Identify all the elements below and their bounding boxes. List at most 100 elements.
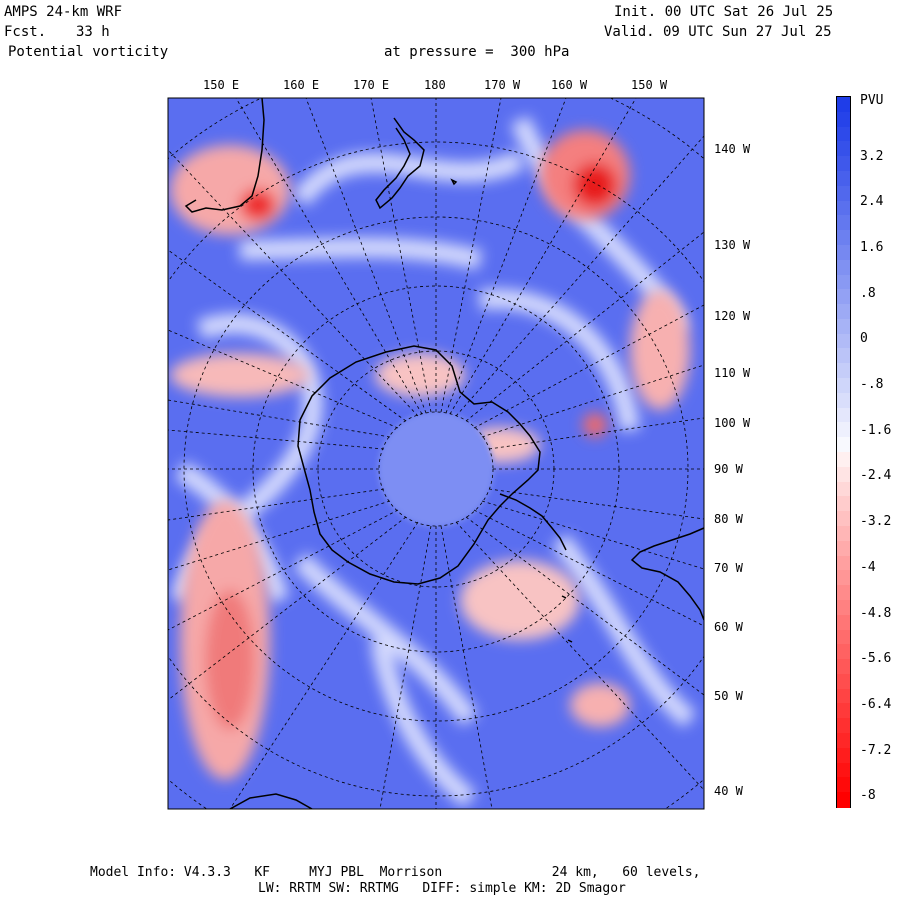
top-tick-label: 160 W — [551, 78, 588, 92]
colorbar-cell — [837, 525, 850, 542]
right-tick-label: 70 W — [714, 561, 743, 575]
right-tick-label: 100 W — [714, 416, 751, 430]
island — [450, 178, 458, 186]
right-tick-label: 110 W — [714, 366, 751, 380]
colorbar-cell — [837, 230, 850, 246]
colorbar-label: -5.6 — [860, 651, 892, 666]
colorbar-label: 1.6 — [860, 240, 884, 255]
colorbar-cell — [837, 718, 850, 734]
colorbar-cell — [837, 777, 850, 793]
colorbar-cell — [837, 540, 850, 557]
right-tick-label: 80 W — [714, 512, 743, 526]
init-time: Init. 00 UTC Sat 26 Jul 25 — [614, 4, 834, 20]
colorbar-label: -6.4 — [860, 697, 892, 712]
top-tick-label: 170 W — [484, 78, 521, 92]
colorbar-cell — [837, 244, 850, 261]
colorbar-label: -3.2 — [860, 514, 892, 529]
colorbar-cell — [837, 200, 850, 216]
forecast-label: Fcst. — [4, 24, 47, 40]
colorbar-cell — [837, 437, 850, 453]
colorbar-cell — [837, 215, 850, 231]
colorbar-cell — [837, 363, 850, 379]
colorbar-label: -1.6 — [860, 423, 892, 438]
colorbar-cell — [837, 688, 850, 705]
colorbar-cell — [837, 481, 850, 497]
colorbar — [836, 96, 851, 808]
colorbar-cell — [837, 747, 850, 764]
colorbar-label: 3.2 — [860, 149, 884, 164]
australia-coast — [184, 98, 265, 213]
island — [567, 639, 573, 643]
right-tick-label: 130 W — [714, 238, 751, 252]
antarctic-peninsula — [499, 493, 567, 551]
colorbar-cell — [837, 378, 850, 394]
colorbar-cell — [837, 259, 850, 276]
colorbar-cell — [837, 156, 850, 172]
colorbar-label: -7.2 — [860, 743, 892, 758]
colorbar-label: 0 — [860, 331, 868, 346]
valid-time: Valid. 09 UTC Sun 27 Jul 25 — [604, 24, 832, 40]
colorbar-cell — [837, 407, 850, 424]
colorbar-cell — [837, 555, 850, 571]
colorbar-label: 2.4 — [860, 194, 884, 209]
top-tick-label: 170 E — [353, 78, 390, 92]
colorbar-cell — [837, 466, 850, 483]
right-tick-label: 120 W — [714, 309, 751, 323]
meridians — [168, 98, 704, 809]
colorbar-cell — [837, 348, 850, 364]
island — [561, 595, 567, 599]
colorbar-cell — [837, 762, 850, 779]
colorbar-cell — [837, 733, 850, 749]
pressure-level: at pressure = 300 hPa — [384, 44, 570, 60]
africa-coast — [229, 793, 313, 809]
right-tick-label: 40 W — [714, 784, 743, 798]
colorbar-cell — [837, 570, 850, 586]
colorbar-label: -8 — [860, 788, 876, 803]
colorbar-cell — [837, 644, 850, 660]
model-info: Model Info: V4.3.3 KF MYJ PBL Morrison 2… — [90, 865, 701, 880]
colorbar-cell — [837, 141, 850, 157]
colorbar-cell — [837, 304, 850, 320]
colorbar-cell — [837, 452, 850, 468]
colorbar-cell — [837, 614, 850, 631]
model-title: AMPS 24-km WRF — [4, 4, 123, 20]
graticule — [168, 98, 704, 809]
colorbar-cell — [837, 274, 850, 290]
colorbar-cell — [837, 333, 850, 350]
colorbar-cell — [837, 422, 850, 438]
colorbar-cell — [837, 599, 850, 616]
colorbar-cell — [837, 392, 850, 409]
colorbar-cell — [837, 318, 850, 335]
top-tick-label: 160 E — [283, 78, 320, 92]
colorbar-cell — [837, 126, 850, 142]
coastlines — [184, 98, 704, 809]
colorbar-cell — [837, 289, 850, 305]
map-frame — [167, 97, 705, 810]
right-tick-label: 140 W — [714, 142, 751, 156]
top-tick-label: 150 W — [631, 78, 668, 92]
colorbar-cell — [837, 511, 850, 527]
colorbar-label: -.8 — [860, 377, 884, 392]
colorbar-label: -4.8 — [860, 606, 892, 621]
antarctica-coastline — [297, 345, 541, 585]
right-tick-label: 60 W — [714, 620, 743, 634]
colorbar-label: -2.4 — [860, 468, 892, 483]
colorbar-cell — [837, 111, 850, 128]
colorbar-cell — [837, 673, 850, 690]
colorbar-cell — [837, 629, 850, 645]
colorbar-label: -4 — [860, 560, 876, 575]
colorbar-cell — [837, 585, 850, 601]
new-zealand-coast — [375, 117, 425, 210]
field-name: Potential vorticity — [8, 44, 169, 60]
colorbar-label: .8 — [860, 286, 876, 301]
forecast-hours: 33 h — [76, 24, 110, 40]
colorbar-cell — [837, 170, 850, 187]
colorbar-cell — [837, 496, 850, 512]
right-tick-label: 90 W — [714, 462, 743, 476]
colorbar-cell — [837, 792, 850, 808]
colorbar-cell — [837, 97, 850, 113]
polar-region — [378, 411, 494, 527]
colorbar-cell — [837, 185, 850, 202]
